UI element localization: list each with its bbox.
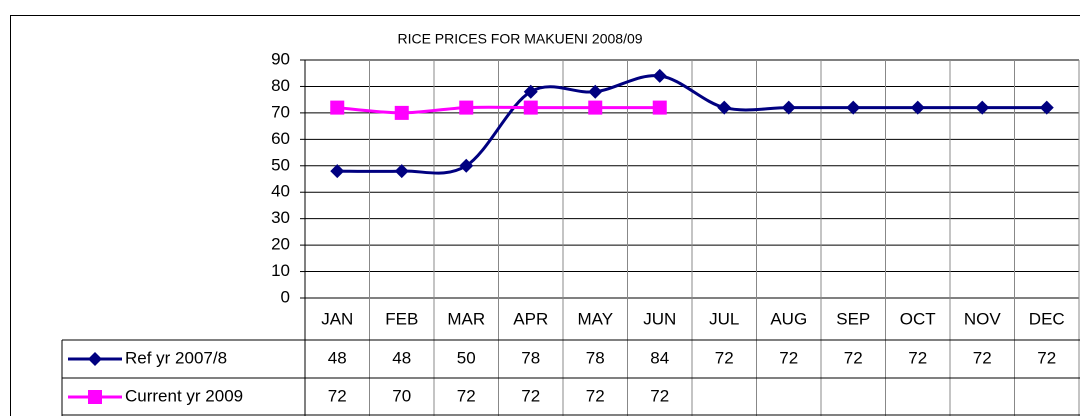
table-value: 72 — [650, 386, 669, 405]
marker — [523, 84, 538, 99]
marker — [910, 100, 925, 115]
y-tick-label: 60 — [271, 129, 290, 148]
x-tick-label: SEP — [836, 309, 870, 328]
table-value: 72 — [521, 386, 540, 405]
marker — [588, 84, 603, 99]
table-value: 70 — [392, 386, 411, 405]
legend-label: Current yr 2009 — [125, 386, 243, 405]
table-value: 50 — [457, 348, 476, 367]
marker — [975, 100, 990, 115]
chart-border — [10, 15, 1080, 416]
table-value: 72 — [1037, 348, 1056, 367]
y-tick-label: 0 — [281, 287, 290, 306]
marker — [652, 68, 667, 83]
marker — [330, 164, 345, 179]
legend-label: Ref yr 2007/8 — [125, 348, 227, 367]
x-tick-label: JUL — [709, 309, 739, 328]
y-tick-label: 50 — [271, 155, 290, 174]
table-value: 72 — [586, 386, 605, 405]
table-value: 72 — [908, 348, 927, 367]
y-tick-label: 80 — [271, 76, 290, 95]
marker — [394, 105, 409, 120]
table-value: 72 — [779, 348, 798, 367]
table-value: 78 — [586, 348, 605, 367]
table-value: 72 — [973, 348, 992, 367]
table-value: 72 — [457, 386, 476, 405]
marker — [394, 164, 409, 179]
x-tick-label: JAN — [321, 309, 353, 328]
chart-title: RICE PRICES FOR MAKUENI 2008/09 — [397, 31, 642, 47]
marker — [1039, 100, 1054, 115]
table-value: 48 — [328, 348, 347, 367]
x-tick-label: DEC — [1029, 309, 1065, 328]
x-tick-label: AUG — [770, 309, 807, 328]
marker — [588, 100, 603, 115]
table-value: 84 — [650, 348, 669, 367]
table-value: 72 — [844, 348, 863, 367]
marker — [459, 100, 474, 115]
y-tick-label: 30 — [271, 208, 290, 227]
marker — [781, 100, 796, 115]
marker — [88, 390, 102, 404]
marker — [717, 100, 732, 115]
y-tick-label: 90 — [271, 49, 290, 68]
marker — [652, 100, 667, 115]
marker — [459, 158, 474, 173]
table-value: 48 — [392, 348, 411, 367]
x-tick-label: NOV — [964, 309, 1002, 328]
marker — [523, 100, 538, 115]
x-tick-label: OCT — [900, 309, 936, 328]
x-tick-label: FEB — [385, 309, 418, 328]
x-tick-label: MAR — [447, 309, 485, 328]
y-tick-label: 10 — [271, 261, 290, 280]
x-tick-label: APR — [513, 309, 548, 328]
y-tick-label: 40 — [271, 182, 290, 201]
y-tick-label: 70 — [271, 102, 290, 121]
marker — [330, 100, 345, 115]
marker — [88, 352, 102, 366]
y-tick-label: 20 — [271, 235, 290, 254]
x-tick-label: MAY — [577, 309, 613, 328]
marker — [846, 100, 861, 115]
table-value: 72 — [715, 348, 734, 367]
x-tick-label: JUN — [643, 309, 676, 328]
table-value: 72 — [328, 386, 347, 405]
table-value: 78 — [521, 348, 540, 367]
